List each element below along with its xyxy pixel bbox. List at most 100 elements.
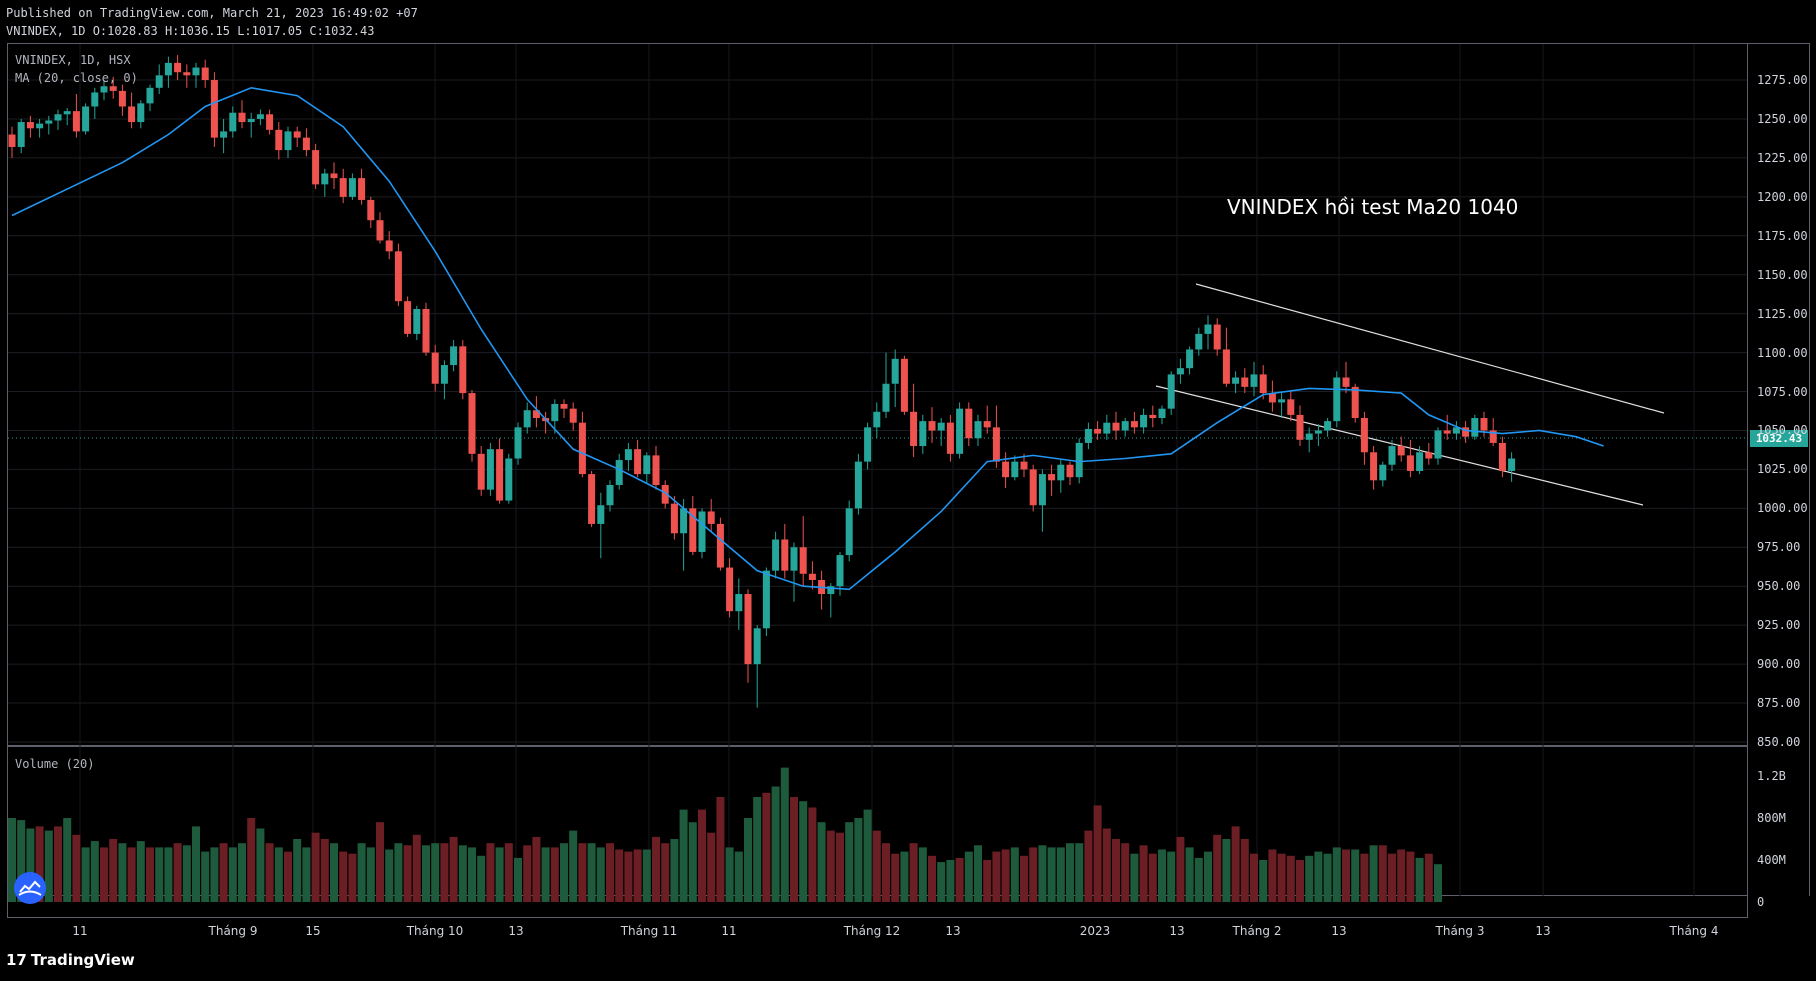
volume-bar (1001, 849, 1010, 902)
candle-body (174, 62, 182, 73)
volume-bar (422, 845, 430, 902)
volume-bar (155, 847, 164, 902)
candle-body (1305, 433, 1313, 440)
tradingview-badge-icon[interactable] (14, 872, 46, 904)
candle-body (486, 449, 494, 490)
candle-body (192, 67, 200, 76)
candle-body (91, 92, 99, 107)
volume-bar (1176, 836, 1185, 902)
candle-body (155, 75, 163, 88)
volume-bar (1204, 851, 1212, 902)
volume-bar (817, 822, 826, 902)
volume-bar (1323, 853, 1332, 902)
volume-bar (532, 836, 541, 902)
candle-body (1048, 474, 1056, 481)
volume-tick-label: 1.2B (1757, 769, 1786, 783)
volume-bar (146, 847, 154, 902)
time-tick-label: Tháng 4 (1669, 924, 1719, 938)
candle-body (1462, 427, 1470, 437)
volume-bar (504, 843, 513, 902)
volume-bar (1185, 847, 1194, 902)
candle-body (1324, 421, 1332, 431)
candle-body (220, 131, 228, 138)
volume-bar (1038, 845, 1047, 902)
candle-body (54, 114, 62, 121)
symbol-ohlc: VNINDEX, 1D O:1028.83 H:1036.15 L:1017.0… (6, 24, 375, 38)
time-tick-label: 13 (1331, 924, 1347, 938)
volume-bar (587, 843, 596, 902)
volume-bar (808, 807, 817, 902)
volume-bar (569, 830, 578, 902)
volume-bar (293, 839, 302, 902)
candle-body (882, 383, 890, 412)
candle-body (588, 474, 596, 524)
volume-bar (1047, 847, 1056, 902)
volume-bar (642, 849, 651, 902)
volume-bar (210, 847, 219, 902)
candle-body (284, 131, 292, 151)
candle-body (293, 131, 301, 138)
candle-body (827, 586, 835, 595)
volume-bar (670, 839, 679, 902)
volume-bar (1231, 826, 1240, 902)
volume-bar (1277, 853, 1286, 902)
volume-bar (771, 786, 780, 902)
price-tick-label: 875.00 (1757, 696, 1801, 711)
candle-body (312, 150, 320, 185)
volume-bar (633, 849, 642, 902)
candle-body (394, 251, 402, 302)
candle-body (505, 458, 513, 501)
candle-body (1195, 333, 1203, 350)
volume-bar (946, 860, 955, 902)
volume-bar (1388, 853, 1396, 902)
volume-bar (790, 797, 798, 902)
candle-body (385, 240, 393, 252)
volume-bar (403, 845, 412, 902)
volume-bar (707, 832, 716, 902)
price-axis[interactable] (1748, 43, 1810, 896)
chart-annotation[interactable]: VNINDEX hồi test Ma20 1040 (1227, 195, 1519, 219)
candle-body (100, 86, 108, 93)
volume-bar (928, 855, 936, 902)
volume-bar (734, 851, 743, 902)
time-tick-label: 13 (1169, 924, 1185, 938)
volume-bar (1240, 839, 1249, 902)
candle-body (1103, 422, 1111, 434)
candle-body (468, 393, 476, 454)
ma-legend[interactable]: MA (20, close, 0) (15, 71, 138, 85)
volume-bar (1213, 834, 1222, 902)
candle-body (1121, 421, 1129, 431)
candle-body (1241, 377, 1249, 387)
price-pane[interactable] (7, 43, 1748, 746)
ma20-line (11, 86, 1604, 591)
candle-body (1388, 446, 1396, 465)
time-tick-label: 13 (1535, 924, 1551, 938)
volume-bar (964, 851, 973, 902)
candle-body (1259, 374, 1267, 394)
volume-bar (882, 843, 890, 902)
time-axis[interactable] (7, 896, 1748, 918)
time-tick-label: Tháng 10 (406, 924, 464, 938)
candle-body (652, 455, 660, 485)
candle-body (1222, 349, 1230, 384)
symbol-legend: VNINDEX, 1D, HSX (15, 53, 131, 67)
volume-bar (1305, 855, 1314, 902)
volume-bar (780, 767, 789, 902)
candle-body (82, 106, 90, 132)
volume-bar (1434, 864, 1442, 902)
candle-body (431, 352, 439, 384)
candle-body (762, 570, 770, 629)
volume-bar (891, 853, 900, 902)
candle-body (1434, 430, 1442, 459)
volume-bar (596, 847, 605, 902)
volume-bar (431, 843, 440, 902)
candle-body (523, 410, 531, 428)
tradingview-logo[interactable]: 17 TradingView (6, 951, 135, 969)
volume-legend[interactable]: Volume (20) (15, 757, 95, 771)
time-tick-label: Tháng 9 (208, 924, 258, 938)
candle-body (201, 67, 209, 80)
volume-bar (854, 818, 863, 902)
volume-bar (100, 847, 108, 902)
price-tick-label: 1125.00 (1757, 306, 1808, 321)
candle-body (238, 112, 246, 123)
